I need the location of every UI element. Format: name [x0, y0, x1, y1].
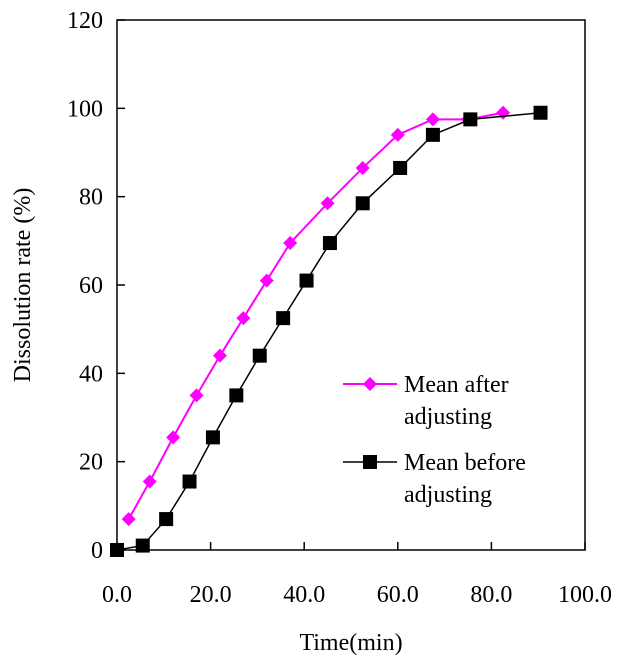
series-before [110, 105, 548, 557]
data-point [121, 512, 136, 527]
series-after [121, 105, 511, 527]
y-tick-label: 60 [79, 273, 103, 299]
data-point [425, 112, 440, 127]
data-point [135, 538, 150, 553]
data-point [322, 236, 337, 251]
data-point [259, 273, 274, 288]
x-tick-label: 60.0 [377, 582, 419, 608]
data-point [189, 388, 204, 403]
legend-label-after-line1: Mean after [404, 372, 509, 398]
data-point [142, 474, 157, 489]
data-point [159, 512, 174, 527]
legend-label-before-line1: Mean before [404, 450, 526, 476]
legend-label-after-line2: adjusting [404, 404, 492, 430]
data-point [355, 160, 370, 175]
x-axis-ticks: 0.0 20.0 40.0 60.0 80.0 100.0 [102, 542, 612, 608]
y-axis-ticks: 0 20 40 60 80 100 120 [67, 8, 125, 564]
data-point [110, 543, 124, 557]
data-point [320, 196, 335, 211]
data-point [182, 474, 197, 489]
series-line [127, 111, 504, 520]
y-tick-label: 20 [79, 450, 103, 476]
data-point [252, 348, 267, 363]
data-point [205, 430, 220, 445]
data-point [355, 196, 370, 211]
y-tick-label: 80 [79, 185, 103, 211]
y-tick-label: 0 [91, 538, 103, 564]
x-tick-label: 0.0 [102, 582, 132, 608]
data-point [390, 127, 405, 142]
x-tick-label: 100.0 [558, 582, 612, 608]
data-point [229, 388, 244, 403]
legend-marker-before [363, 455, 377, 469]
series-layer [110, 105, 548, 557]
legend: Mean after adjusting Mean before adjusti… [343, 372, 526, 508]
legend-label-before-line2: adjusting [404, 482, 492, 508]
data-point [393, 160, 408, 175]
data-point [276, 311, 291, 326]
data-point [299, 273, 314, 288]
data-point [533, 105, 548, 120]
data-point [496, 105, 511, 120]
x-axis-title: Time(min) [299, 630, 402, 656]
y-axis-title: Dissolution rate (%) [10, 188, 36, 383]
data-point [212, 348, 227, 363]
x-tick-label: 80.0 [470, 582, 512, 608]
x-tick-label: 40.0 [283, 582, 325, 608]
y-tick-label: 120 [67, 8, 103, 34]
data-point [463, 112, 478, 127]
data-point [283, 236, 298, 251]
y-tick-label: 40 [79, 361, 103, 387]
data-point [166, 430, 181, 445]
data-point [236, 311, 251, 326]
x-tick-label: 20.0 [190, 582, 232, 608]
data-point [425, 127, 440, 142]
legend-marker-after [363, 377, 377, 391]
y-tick-label: 100 [67, 96, 103, 122]
